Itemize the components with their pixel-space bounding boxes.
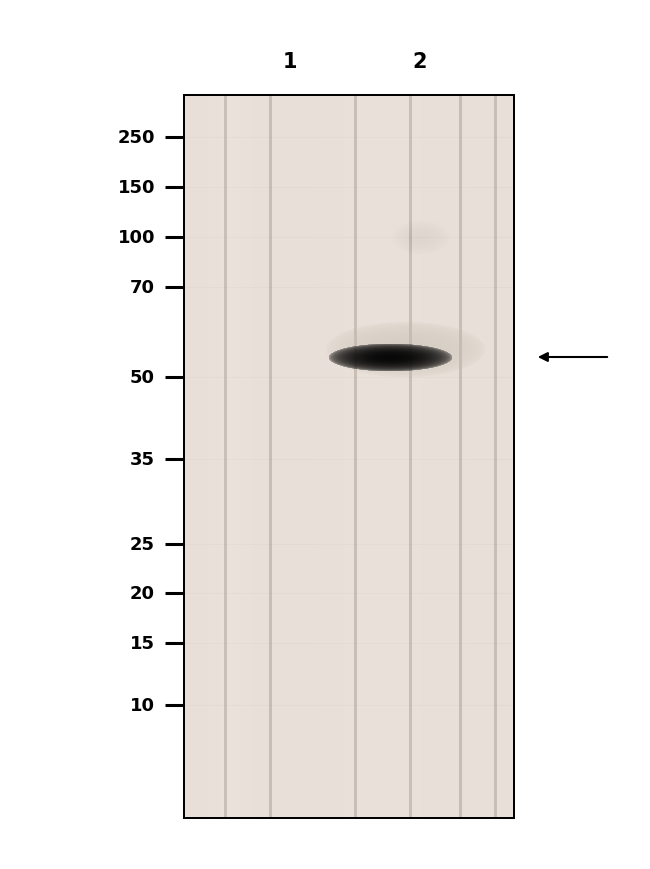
Text: 1: 1 <box>283 52 297 72</box>
Text: 100: 100 <box>118 229 155 247</box>
Text: 15: 15 <box>130 634 155 653</box>
Text: 150: 150 <box>118 179 155 196</box>
Text: 10: 10 <box>130 696 155 714</box>
Text: 2: 2 <box>413 52 427 72</box>
Text: 25: 25 <box>130 535 155 554</box>
Text: 70: 70 <box>130 279 155 296</box>
Text: 35: 35 <box>130 450 155 468</box>
Text: 250: 250 <box>118 129 155 147</box>
Text: 50: 50 <box>130 368 155 387</box>
Text: 20: 20 <box>130 584 155 602</box>
